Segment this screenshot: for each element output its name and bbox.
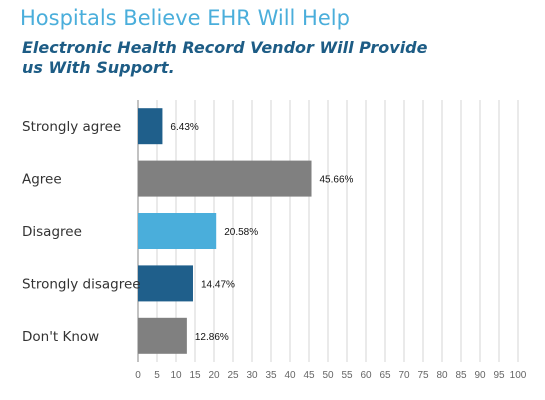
x-tick-label: 90 — [474, 370, 486, 381]
x-tick-label: 65 — [379, 370, 391, 381]
bar — [138, 160, 312, 197]
x-tick-label: 55 — [341, 370, 353, 381]
chart-title: Hospitals Believe EHR Will Help — [20, 6, 350, 30]
category-label: Strongly disagree — [22, 276, 141, 292]
value-label: 14.47% — [201, 279, 235, 290]
x-tick-label: 80 — [436, 370, 448, 381]
x-tick-label: 40 — [284, 370, 296, 381]
bar — [138, 213, 217, 249]
x-axis-tick-labels: 0 5 10 15 20 25 30 35 40 45 50 55 60 65 70 75 80 85 90 95 10… — [135, 370, 527, 381]
category-label: Agree — [22, 172, 62, 188]
x-tick-label: 70 — [398, 370, 410, 381]
x-tick-label: 35 — [265, 370, 277, 381]
x-tick-label: 10 — [170, 370, 182, 381]
x-tick-label: 15 — [189, 370, 201, 381]
value-label: 12.86% — [195, 332, 229, 343]
category-label: Strongly agree — [22, 119, 121, 135]
x-tick-label: 25 — [227, 370, 239, 381]
value-label: 6.43% — [170, 122, 198, 133]
x-tick-label: 30 — [246, 370, 258, 381]
x-tick-label: 100 — [510, 370, 527, 381]
value-label: 45.66% — [320, 175, 354, 186]
category-labels: Strongly agree Agree Disagree Strongly disa… — [22, 119, 141, 345]
bar — [138, 317, 187, 354]
bars — [138, 108, 312, 354]
x-tick-label: 20 — [208, 370, 220, 381]
x-tick-label: 45 — [303, 370, 315, 381]
x-tick-label: 60 — [360, 370, 372, 381]
bar — [138, 265, 193, 302]
chart-subtitle: Electronic Health Record Vendor Will Pro… — [22, 38, 428, 77]
x-tick-label: 95 — [493, 370, 505, 381]
category-label: Disagree — [22, 224, 82, 240]
value-labels: 6.43% 45.66% 20.58% 14.47% 12.86% — [170, 122, 353, 343]
x-tick-label: 85 — [455, 370, 467, 381]
x-tick-label: 5 — [154, 370, 160, 381]
value-label: 20.58% — [224, 227, 258, 238]
x-tick-label: 75 — [417, 370, 429, 381]
x-tick-label: 0 — [135, 370, 141, 381]
x-tick-label: 50 — [322, 370, 334, 381]
category-label: Don't Know — [22, 329, 99, 345]
gridlines — [137, 100, 519, 362]
bar — [138, 108, 163, 145]
